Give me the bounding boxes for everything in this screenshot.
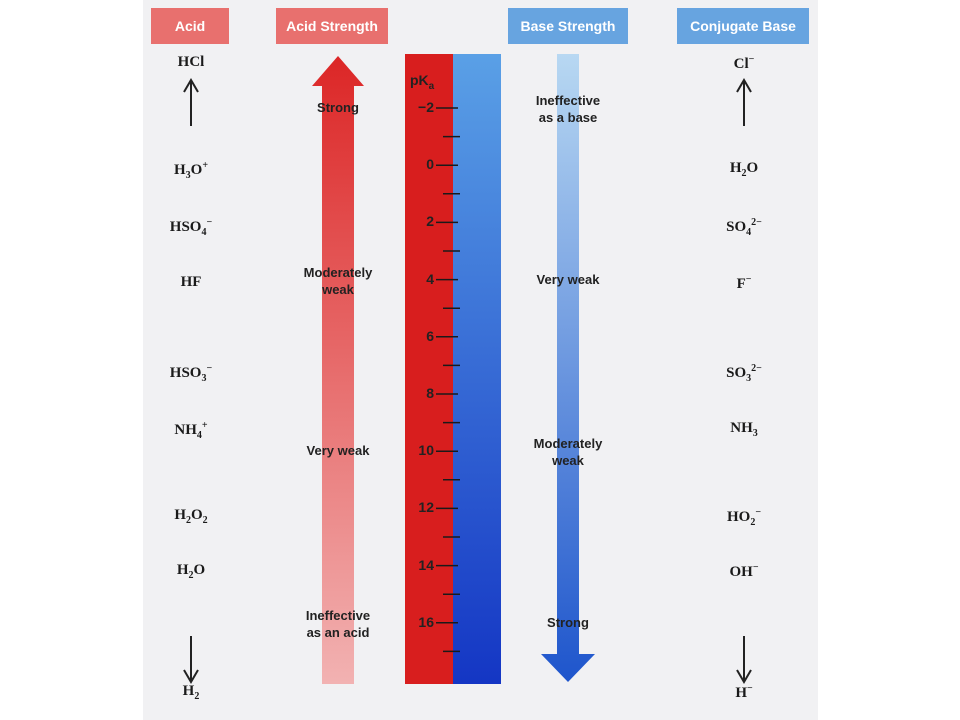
pka-tick-label: 4	[426, 270, 434, 287]
conjugate-base-species: H2O	[729, 160, 759, 179]
acid-down-arrow	[183, 636, 199, 684]
conjugate-base-species: HO2−	[726, 507, 762, 528]
acid-strength-label: Moderately weak	[268, 264, 408, 298]
header-acid: Acid	[151, 8, 229, 44]
label-line1: Very weak	[536, 271, 600, 287]
pka-tick-label: 14	[418, 556, 434, 573]
pka-tick-label: −2	[418, 99, 434, 115]
conjugate-base-species: F−	[736, 274, 752, 292]
label-line1: Moderately	[303, 264, 373, 280]
label-line2: as a base	[538, 110, 598, 125]
conjugate-base-species: NH3	[730, 420, 758, 439]
label-line1: Ineffective	[305, 607, 371, 623]
conjugate-base-species: OH−	[729, 562, 759, 580]
acid-strength-label: Ineffective as an acid	[268, 607, 408, 641]
pka-label: pKa	[410, 72, 435, 92]
base-strength-label: Ineffective as a base	[498, 92, 638, 126]
acid-species: H3O+	[173, 160, 209, 181]
pka-tick-label: 6	[426, 327, 434, 344]
acid-species: H2	[182, 683, 200, 702]
label-line1: Moderately	[533, 436, 603, 452]
pka-tick-label: 16	[418, 613, 434, 630]
label-line2: as an acid	[306, 624, 370, 640]
conjugate-base-species: SO32−	[726, 363, 762, 384]
pka-tick-label: 10	[418, 442, 434, 459]
acid-species: H2O	[176, 562, 206, 581]
pka-tick-label: 0	[426, 156, 434, 173]
pka-column-blue	[453, 54, 501, 684]
acid-species: HCl	[177, 54, 205, 70]
pka-tick-label: 12	[418, 499, 434, 516]
acid-strength-label: Very weak	[268, 442, 408, 459]
conjugate-base-species: Cl−	[733, 54, 755, 72]
conjugate-base-species: H−	[735, 683, 753, 701]
acid-up-arrow	[183, 78, 199, 126]
label-line1: Ineffective	[535, 93, 601, 108]
label-line1: Strong	[547, 614, 589, 630]
header-base-strength: Base Strength	[508, 8, 628, 44]
conjugate-base-species: SO42−	[726, 217, 762, 238]
header-acid-strength: Acid Strength	[276, 8, 388, 44]
pka-column-red	[405, 54, 453, 684]
label-line1: Very weak	[306, 443, 370, 459]
label-line2: weak	[322, 281, 354, 297]
acid-species: HSO4−	[169, 217, 213, 238]
acid-strength-label: Strong	[268, 99, 408, 116]
label-line1: Strong	[317, 100, 359, 115]
base-strength-arrow	[541, 54, 595, 682]
pka-tick-label: 2	[426, 213, 434, 230]
base-strength-label: Very weak	[498, 271, 638, 288]
base-strength-label: Moderately weak	[498, 435, 638, 469]
acid-species: HSO3−	[169, 363, 213, 384]
acid-species: NH4+	[174, 420, 208, 441]
base-strength-label: Strong	[498, 614, 638, 631]
base-up-arrow	[736, 78, 752, 126]
header-conjugate-base: Conjugate Base	[677, 8, 809, 44]
acid-species: H2O2	[174, 507, 208, 526]
acid-species: HF	[180, 274, 202, 290]
label-line2: weak	[552, 453, 584, 469]
pka-tick-label: 8	[426, 385, 434, 401]
base-down-arrow	[736, 636, 752, 684]
acid-strength-arrow	[312, 56, 364, 684]
pka-ticks	[436, 107, 460, 653]
